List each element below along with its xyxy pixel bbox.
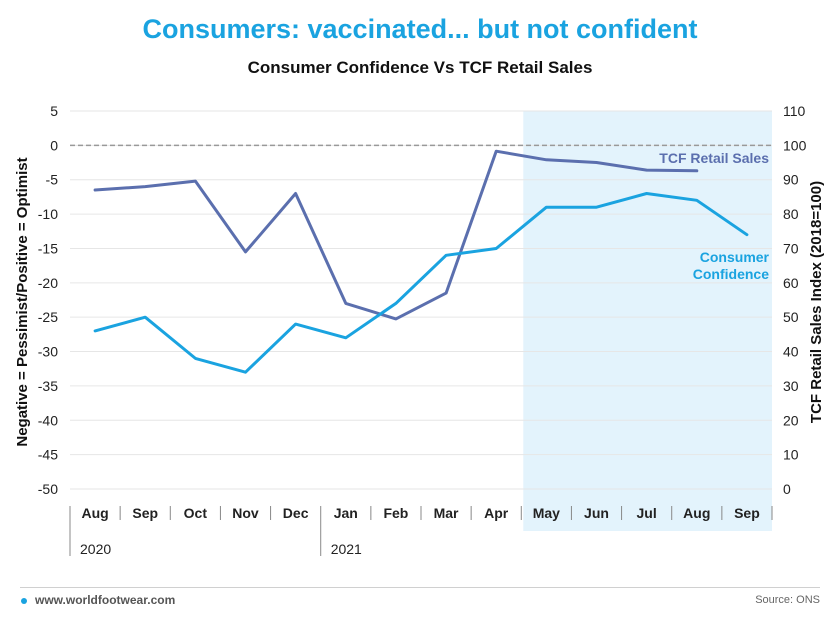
left-tick-label: -10 <box>38 206 58 222</box>
footer-divider <box>20 587 820 588</box>
x-tick-label: Sep <box>734 505 760 521</box>
x-axis: Aug Sep Oct Nov Dec Jan Feb Mar Apr May Jun Jul Aug S… <box>69 505 773 557</box>
right-tick-label: 80 <box>783 206 799 222</box>
y-axis-label-left: Negative = Pessimist/Positive = Optimist <box>14 157 31 446</box>
right-tick-label: 60 <box>783 275 799 291</box>
footer-website: www.worldfootwear.com <box>35 593 176 607</box>
left-tick-label: -40 <box>38 412 58 428</box>
left-tick-label: 0 <box>50 137 58 153</box>
year-label: 2021 <box>331 541 362 557</box>
year-label: 2020 <box>80 541 111 557</box>
x-tick-label: Feb <box>383 505 408 521</box>
x-tick-label: Aug <box>683 505 710 521</box>
right-tick-label: 20 <box>783 412 799 428</box>
x-tick-label: Apr <box>484 505 509 521</box>
left-tick-label: -5 <box>46 172 59 188</box>
left-axis-ticks: 5 0 -5 -10 -15 -20 -25 -30 -35 -40 -45 -50 <box>38 103 58 497</box>
right-tick-label: 110 <box>783 103 806 119</box>
x-tick-label: Jul <box>637 505 657 521</box>
right-tick-label: 10 <box>783 447 799 463</box>
right-tick-label: 50 <box>783 309 799 325</box>
x-tick-label: Sep <box>132 505 158 521</box>
footer-source: Source: ONS <box>755 594 820 606</box>
gridlines <box>70 110 772 490</box>
x-tick-label: Aug <box>81 505 108 521</box>
series-label-consumer-confidence: Consumer <box>700 249 770 265</box>
x-tick-label: Nov <box>232 505 259 521</box>
right-tick-label: 30 <box>783 378 799 394</box>
right-tick-label: 0 <box>783 481 791 497</box>
right-tick-label: 100 <box>783 137 807 153</box>
series-label-tcf-retail-sales: TCF Retail Sales <box>659 150 769 166</box>
series-line-consumer-confidence <box>93 192 749 374</box>
series-lines <box>93 149 749 374</box>
right-tick-label: 90 <box>783 172 799 188</box>
series-label-consumer-confidence: Confidence <box>693 266 769 282</box>
left-tick-label: -45 <box>38 447 58 463</box>
left-tick-label: -30 <box>38 344 58 360</box>
x-tick-label: Jun <box>584 505 609 521</box>
left-tick-label: -20 <box>38 275 58 291</box>
x-tick-label: Mar <box>434 505 459 521</box>
left-tick-label: -50 <box>38 481 58 497</box>
right-tick-label: 40 <box>783 344 799 360</box>
headline: Consumers: vaccinated... but not confide… <box>142 14 698 44</box>
left-tick-label: 5 <box>50 103 58 119</box>
x-tick-label: Jan <box>334 505 358 521</box>
x-tick-label: Oct <box>184 505 208 521</box>
y-axis-label-right: TCF Retail Sales Index (2018=100) <box>808 181 825 423</box>
left-tick-label: -15 <box>38 240 58 256</box>
left-tick-label: -35 <box>38 378 58 394</box>
right-tick-label: 70 <box>783 240 799 256</box>
left-tick-label: -25 <box>38 309 58 325</box>
chart-title: Consumer Confidence Vs TCF Retail Sales <box>247 58 593 77</box>
footer-bullet-icon <box>21 598 27 604</box>
x-tick-label: Dec <box>283 505 309 521</box>
x-tick-label: May <box>533 505 560 521</box>
highlight-band <box>523 111 772 531</box>
